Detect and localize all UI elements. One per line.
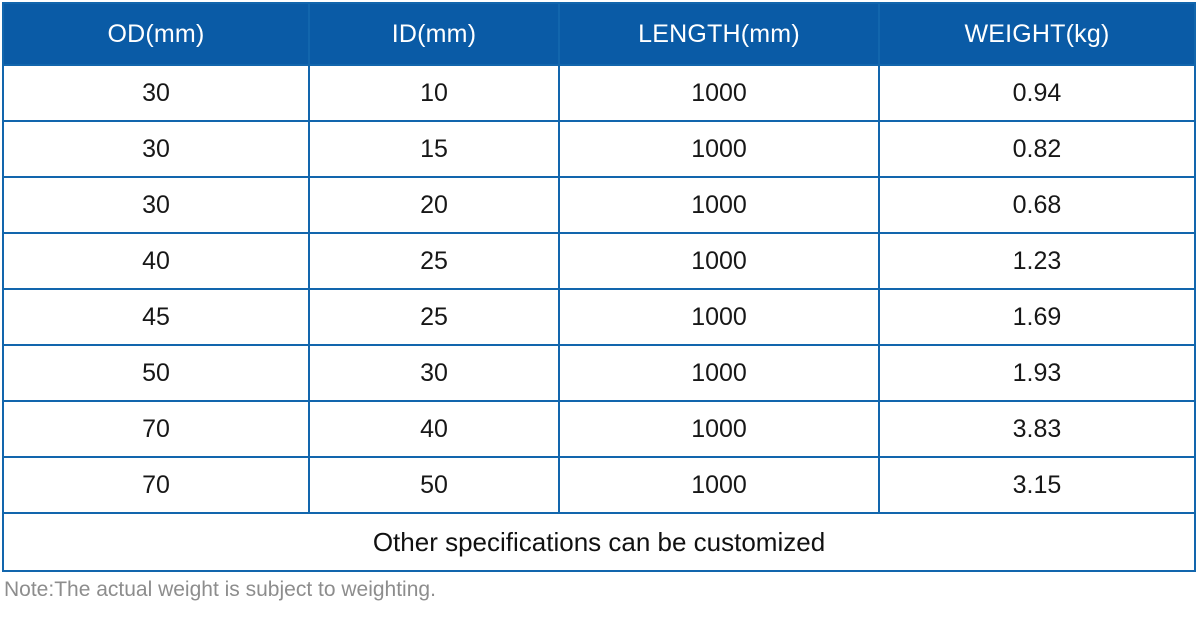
cell-od: 70 [2,400,310,458]
cell-od: 30 [2,120,310,178]
cell-weight: 3.15 [878,456,1196,514]
column-header-length: LENGTH(mm) [558,2,880,66]
cell-weight: 0.94 [878,64,1196,122]
column-header-id: ID(mm) [308,2,560,66]
cell-od: 30 [2,64,310,122]
cell-weight: 0.68 [878,176,1196,234]
cell-length: 1000 [558,344,880,402]
table-row: 40 25 1000 1.23 [2,232,1196,290]
table-row: 50 30 1000 1.93 [2,344,1196,402]
cell-length: 1000 [558,64,880,122]
table-footer: Other specifications can be customized [2,512,1196,572]
table-row: 45 25 1000 1.69 [2,288,1196,346]
cell-od: 30 [2,176,310,234]
cell-weight: 1.23 [878,232,1196,290]
column-header-weight: WEIGHT(kg) [878,2,1196,66]
cell-id: 30 [308,344,560,402]
cell-length: 1000 [558,120,880,178]
cell-length: 1000 [558,400,880,458]
cell-length: 1000 [558,232,880,290]
disclaimer-note: Note:The actual weight is subject to wei… [4,578,436,601]
cell-od: 50 [2,344,310,402]
cell-id: 50 [308,456,560,514]
cell-weight: 0.82 [878,120,1196,178]
specifications-table: OD(mm) ID(mm) LENGTH(mm) WEIGHT(kg) 30 1… [2,2,1196,572]
footer-row: Other specifications can be customized [2,512,1196,572]
cell-length: 1000 [558,176,880,234]
cell-id: 10 [308,64,560,122]
table-header: OD(mm) ID(mm) LENGTH(mm) WEIGHT(kg) [2,2,1196,66]
cell-weight: 1.69 [878,288,1196,346]
cell-id: 25 [308,232,560,290]
table-row: 70 40 1000 3.83 [2,400,1196,458]
cell-id: 25 [308,288,560,346]
cell-length: 1000 [558,456,880,514]
table-body: 30 10 1000 0.94 30 15 1000 0.82 30 20 10… [2,64,1196,514]
table-row: 30 10 1000 0.94 [2,64,1196,122]
footer-note-cell: Other specifications can be customized [2,512,1196,572]
column-header-od: OD(mm) [2,2,310,66]
header-row: OD(mm) ID(mm) LENGTH(mm) WEIGHT(kg) [2,2,1196,66]
table-row: 70 50 1000 3.15 [2,456,1196,514]
table-row: 30 20 1000 0.68 [2,176,1196,234]
cell-weight: 1.93 [878,344,1196,402]
cell-od: 40 [2,232,310,290]
cell-weight: 3.83 [878,400,1196,458]
cell-od: 70 [2,456,310,514]
table-row: 30 15 1000 0.82 [2,120,1196,178]
cell-id: 40 [308,400,560,458]
cell-id: 15 [308,120,560,178]
cell-length: 1000 [558,288,880,346]
cell-od: 45 [2,288,310,346]
cell-id: 20 [308,176,560,234]
